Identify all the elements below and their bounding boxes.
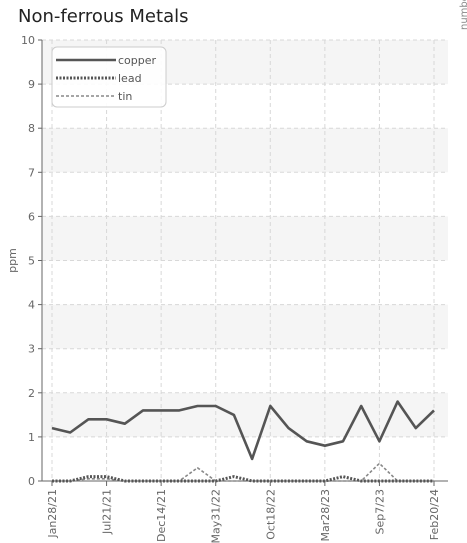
chart-title: Non-ferrous Metals — [18, 6, 189, 27]
series-line-copper — [51, 400, 435, 461]
y-tick-label: 0 — [28, 475, 35, 488]
grid-band — [42, 128, 448, 173]
x-tick-label: Jan28/21 — [46, 489, 59, 539]
x-tick-label: Oct18/22 — [264, 489, 277, 540]
x-tick-label: Sep7/23 — [373, 489, 386, 534]
y-tick-label: 3 — [28, 343, 35, 356]
legend-label-copper: copper — [118, 54, 157, 67]
x-tick-label: Jul21/21 — [101, 489, 114, 535]
x-tick-label: May31/22 — [210, 489, 223, 543]
grid-band — [42, 304, 448, 349]
series-line-lead — [52, 475, 434, 483]
grid-band — [42, 392, 448, 437]
y-tick-label: 7 — [28, 166, 35, 179]
y-tick-label: 10 — [21, 34, 35, 47]
legend-label-lead: lead — [118, 72, 142, 85]
y-tick-label: 1 — [28, 431, 35, 444]
x-tick-label: Feb20/24 — [428, 489, 441, 540]
tick-labels: 0 1 2 3 4 5 6 7 8 9 10 Jan28/21 Jul21/21 Dec14/21 May3… — [6, 34, 441, 543]
y-tick-label: 2 — [28, 387, 35, 400]
y-tick-label: 5 — [28, 255, 35, 268]
series-lines — [51, 400, 435, 483]
y-axis-label: ppm — [6, 248, 19, 273]
y-tick-label: 4 — [28, 299, 35, 312]
grid-band — [42, 216, 448, 261]
y-tick-label: 6 — [28, 210, 35, 223]
x-tick-label: Dec14/21 — [155, 489, 168, 542]
y-tick-label: 9 — [28, 78, 35, 91]
legend: copper lead tin — [51, 46, 167, 108]
legend-label-tin: tin — [118, 90, 132, 103]
x-tick-label: Mar28/23 — [319, 489, 332, 541]
series-line-tin — [52, 462, 434, 482]
y-tick-label: 8 — [28, 122, 35, 135]
